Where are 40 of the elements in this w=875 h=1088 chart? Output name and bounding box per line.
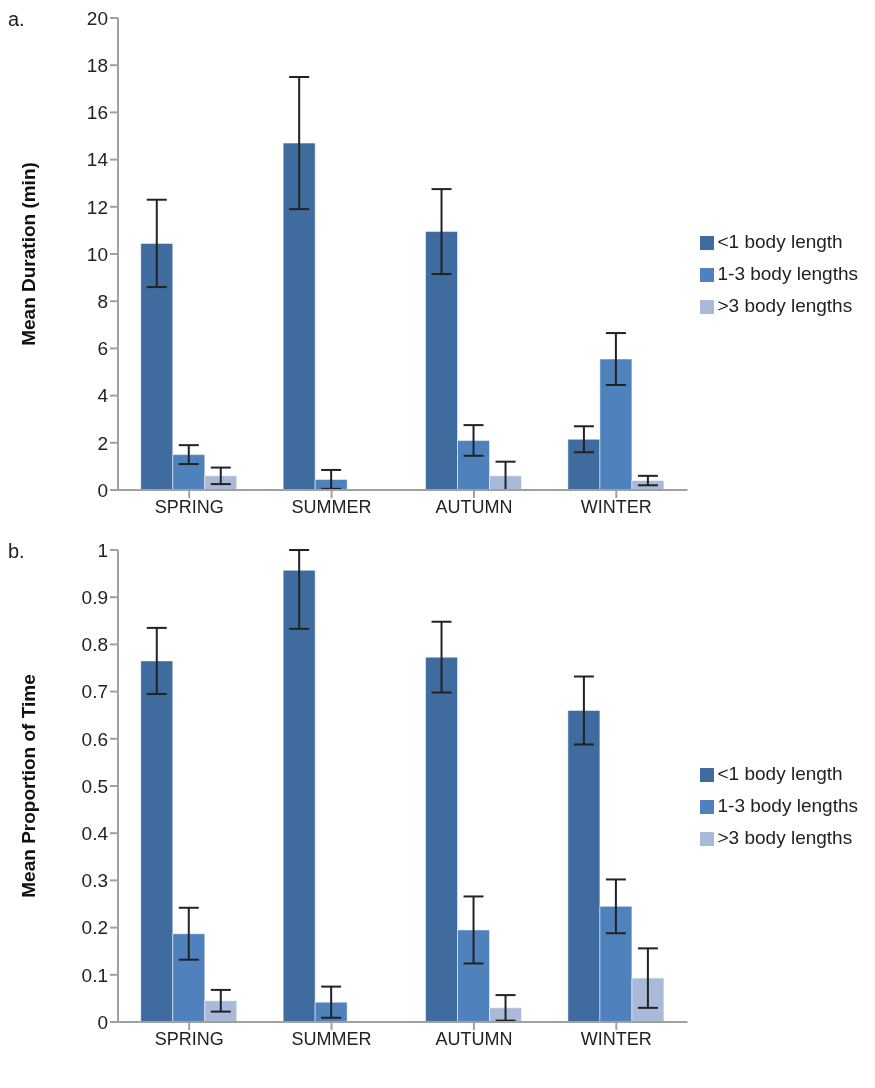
legend-label: >3 body lengths [717,295,853,316]
y-tick-label: 0 [97,479,108,501]
y-tick-label: 0.4 [81,822,109,844]
y-tick-label: 0.1 [81,964,108,986]
x-tick-label: WINTER [580,496,652,517]
y-tick-label: 0.7 [81,681,108,703]
y-tick-label: 0.6 [81,728,108,750]
legend-label: 1-3 body lengths [717,795,858,816]
y-tick-label: 0 [97,1011,108,1033]
y-tick-label: 0.5 [81,775,108,797]
y-tick-label: 8 [97,290,108,312]
y-tick-label: 18 [86,54,108,76]
y-tick-label: 10 [86,243,108,265]
x-tick-label: WINTER [580,1028,652,1049]
y-tick-label: 14 [86,149,109,171]
y-axis-title: Mean Proportion of Time [17,674,39,898]
chart-title: b. [8,540,25,563]
y-tick-label: 4 [97,385,109,407]
legend-label: >3 body lengths [717,827,853,848]
y-tick-label: 0.8 [81,634,108,656]
y-tick-label: 16 [86,102,108,124]
y-tick-label: 2 [97,432,108,454]
x-tick-label: SUMMER [291,496,372,517]
y-tick-label: 0.9 [81,586,108,608]
y-tick-label: 0.3 [81,870,108,892]
x-tick-label: AUTUMN [435,1028,513,1049]
legend-label: <1 body length [717,231,843,252]
x-tick-label: SPRING [154,496,224,517]
legend-label: <1 body length [717,763,843,784]
y-tick-label: 20 [86,7,108,29]
x-tick-label: SPRING [154,1028,224,1049]
legend-label: 1-3 body lengths [717,263,858,284]
x-tick-label: AUTUMN [435,496,513,517]
x-tick-label: SUMMER [291,1028,372,1049]
chart-title: a. [8,8,25,31]
y-tick-label: 12 [86,196,108,218]
y-tick-label: 6 [97,338,108,360]
y-axis-title: Mean Duration (min) [17,162,39,346]
y-tick-label: 0.2 [81,917,108,939]
y-tick-label: 1 [97,539,108,561]
